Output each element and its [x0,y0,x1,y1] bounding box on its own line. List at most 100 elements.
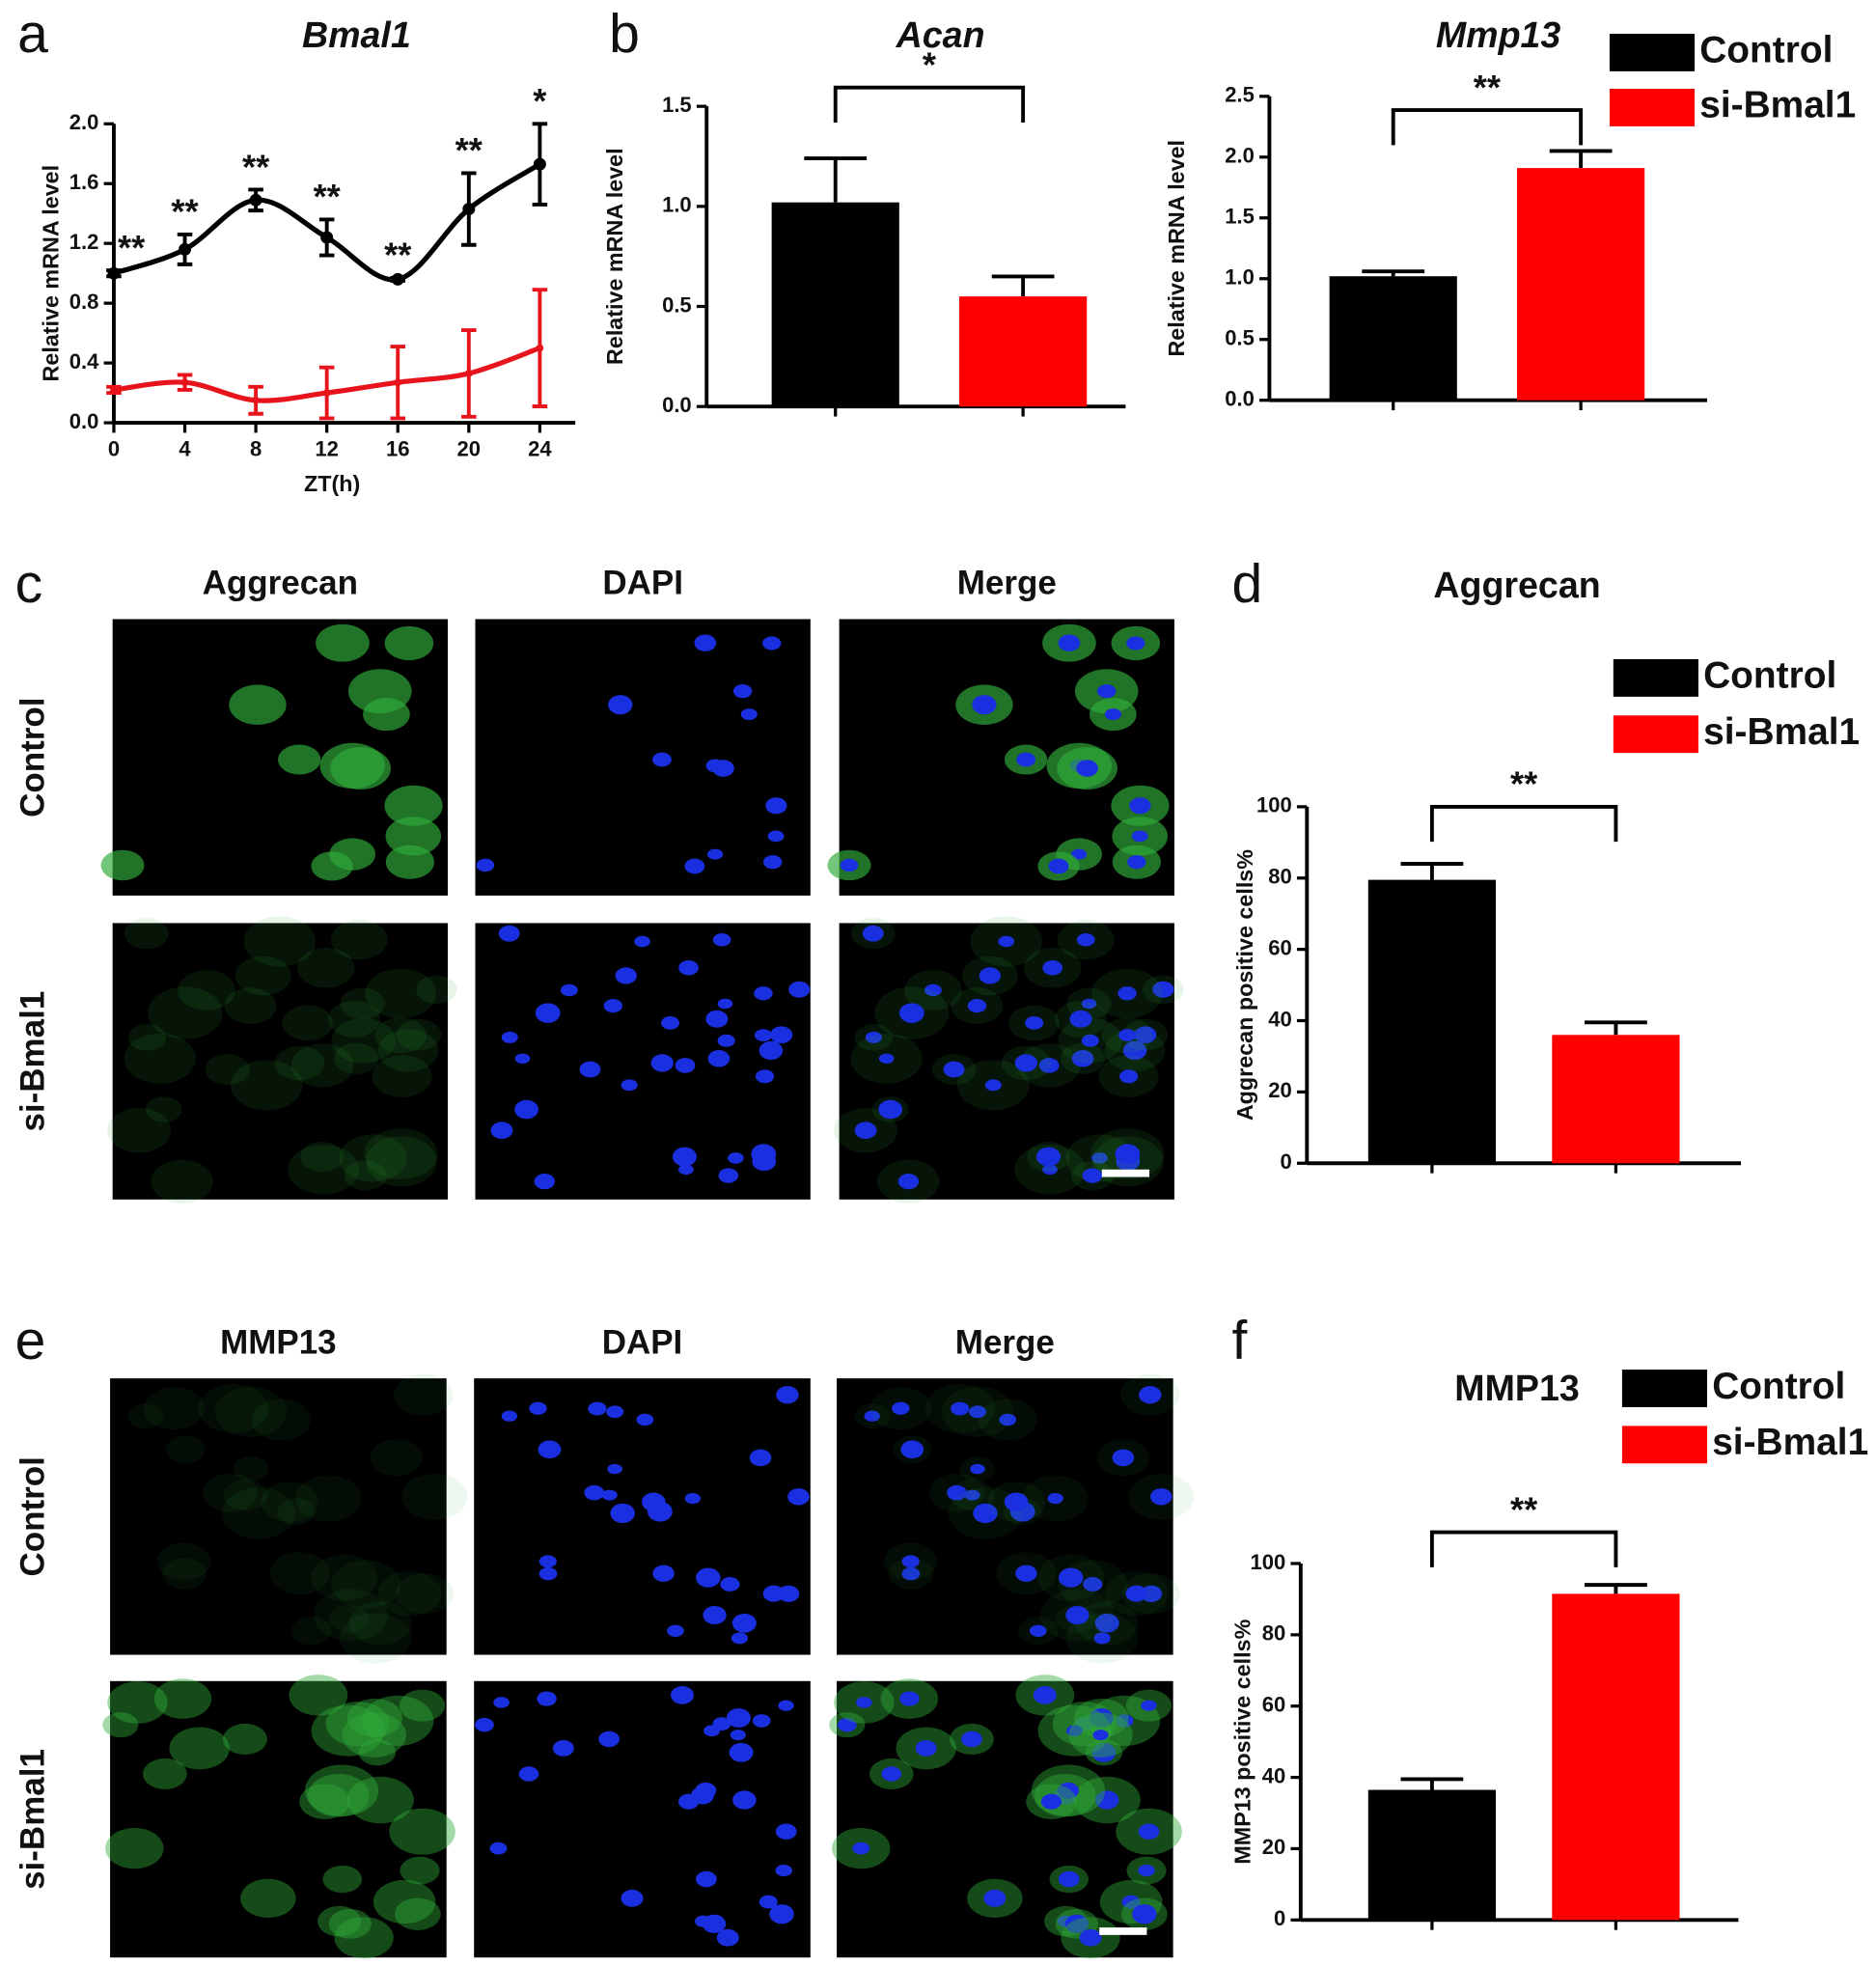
nucleus [729,1742,754,1762]
cell-body [261,1481,318,1523]
nucleus [1015,1564,1037,1582]
error-bar [1585,1020,1647,1036]
panel-letter: b [609,3,640,65]
cell-body [102,1712,139,1738]
legend-swatch [1613,715,1698,754]
significance: ** [1474,68,1502,107]
nucleus [652,1564,675,1582]
cell-body [389,1808,455,1855]
nucleus [1093,1632,1111,1645]
cell-body [205,1053,250,1086]
nucleus [759,1895,778,1909]
cell-body [105,1827,164,1869]
cell-body [300,1141,344,1173]
nucleus [1042,959,1063,976]
cell-body [233,1456,269,1481]
bar [1329,276,1457,401]
nucleus [788,981,811,998]
nucleus [621,1079,638,1092]
nucleus [608,695,633,715]
nucleus [1092,1730,1109,1741]
nucleus [621,1889,644,1907]
nucleus [973,1503,998,1524]
cell-body [221,1487,296,1539]
nucleus [1076,932,1095,947]
nucleus [731,1613,757,1633]
significance-bracket [1391,108,1584,146]
nucleus [1091,1152,1108,1164]
nucleus [770,1026,793,1044]
scale-bar [1099,1927,1147,1935]
cell-body [394,1373,454,1416]
nucleus [696,1870,717,1888]
nucleus [775,1823,797,1840]
nucleus [1065,1605,1090,1625]
nucleus [762,855,783,870]
x-tick-label: 24 [528,436,552,460]
nucleus [878,1099,903,1120]
micrograph [112,923,448,1200]
nucleus [1004,1492,1029,1511]
significance: ** [384,235,412,275]
x-tick-label: 12 [315,436,339,460]
nucleus [901,1555,920,1568]
nucleus [1014,1054,1038,1072]
nucleus [705,1010,729,1028]
x-tick-label: 16 [386,436,410,460]
nucleus [776,1386,799,1404]
nucleus [856,1697,872,1708]
nucleus [983,1889,1007,1907]
cell-body [100,849,145,881]
nucleus [1065,1725,1083,1737]
cell-body [297,947,355,988]
nucleus [1025,1016,1044,1030]
nucleus [1140,1585,1163,1602]
nucleus [717,1034,735,1047]
x-tick-label: 20 [457,436,482,460]
cell-body [145,1096,182,1122]
nucleus [899,1691,920,1706]
cell-body [289,1675,348,1716]
y-tick-label: 40 [1262,1763,1286,1787]
cell-body [198,1384,269,1434]
nucleus [1094,1613,1119,1633]
point [536,344,544,352]
nucleus [1081,998,1097,1010]
nucleus [951,1401,970,1416]
nucleus [892,1401,910,1415]
cell-body [385,817,442,856]
nucleus [1071,848,1088,860]
nucleus [852,1841,870,1855]
y-tick-label: 100 [1251,1550,1286,1574]
point [322,389,331,397]
nucleus [1071,1050,1094,1067]
cell-body [401,1473,468,1520]
nucleus [1125,1585,1147,1602]
legend-swatch [1609,33,1696,71]
column-header: Merge [957,565,1057,602]
y-tick-label: 0 [1281,1149,1292,1174]
nucleus [787,1488,810,1506]
point [249,193,262,207]
cell-body [395,1573,455,1615]
cell-body [290,1617,332,1646]
cell-body [416,975,457,1005]
nucleus [1126,636,1145,651]
nucleus [1042,1164,1058,1176]
column-header: DAPI [602,565,683,602]
nucleus [694,634,717,651]
cell-body [223,1723,267,1756]
nucleus [740,708,758,721]
nucleus [881,1766,902,1782]
significance: * [923,45,937,85]
error-bar [1400,1777,1464,1790]
nucleus [489,1841,508,1855]
error-bar [991,274,1055,297]
nucleus [650,1054,674,1072]
significance: ** [1510,764,1538,804]
x-tick-label: 8 [250,436,262,460]
micrograph [110,1680,447,1958]
cell-body [277,744,321,775]
cell-body [361,1695,434,1747]
